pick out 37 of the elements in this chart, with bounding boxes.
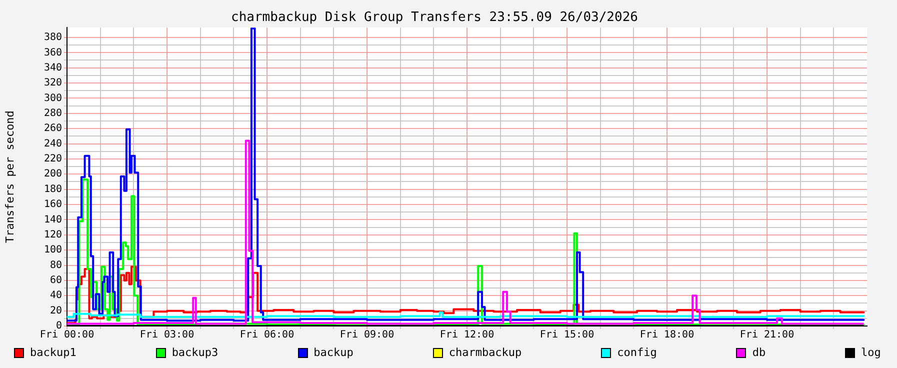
y-tick-label: 240 bbox=[44, 138, 62, 150]
x-tick-label: Fri 21:00 bbox=[740, 330, 794, 341]
y-tick-label: 60 bbox=[50, 275, 62, 286]
legend-label: log bbox=[861, 346, 881, 359]
y-tick-label: 0 bbox=[56, 320, 62, 332]
y-tick-label: 360 bbox=[44, 47, 62, 58]
y-tick-label: 300 bbox=[44, 92, 62, 104]
y-tick-label: 340 bbox=[44, 62, 62, 74]
legend-label: charmbackup bbox=[448, 346, 522, 359]
legend-label: config bbox=[617, 346, 657, 359]
x-tick-label: Fri 18:00 bbox=[640, 330, 694, 341]
y-tick-label: 140 bbox=[44, 214, 62, 226]
y-tick-label: 40 bbox=[50, 290, 62, 302]
y-tick-label: 20 bbox=[50, 305, 62, 316]
y-tick-label: 100 bbox=[44, 244, 62, 256]
legend-label: db bbox=[752, 346, 766, 359]
y-tick-label: 220 bbox=[44, 154, 62, 165]
chart-title: charmbackup Disk Group Transfers 23:55.09 26/03/2026 bbox=[231, 10, 638, 26]
y-tick-label: 280 bbox=[44, 108, 62, 119]
x-tick-label: Fri 09:00 bbox=[340, 330, 394, 341]
x-tick-label: Fri 00:00 bbox=[40, 330, 94, 341]
y-tick-label: 260 bbox=[44, 123, 62, 134]
y-tick-label: 320 bbox=[44, 78, 62, 89]
y-tick-label: 380 bbox=[44, 32, 62, 44]
y-tick-label: 200 bbox=[44, 168, 62, 180]
x-tick-label: Fri 03:00 bbox=[140, 330, 194, 341]
y-tick-label: 80 bbox=[50, 260, 62, 271]
x-tick-label: Fri 12:00 bbox=[440, 330, 494, 341]
y-tick-label: 120 bbox=[44, 229, 62, 240]
y-axis-title: Transfers per second bbox=[3, 110, 16, 244]
legend-label: backup1 bbox=[30, 346, 76, 359]
legend-label: backup bbox=[314, 346, 354, 359]
y-tick-label: 180 bbox=[44, 184, 62, 195]
y-tick-label: 160 bbox=[44, 199, 62, 210]
x-tick-label: Fri 15:00 bbox=[540, 330, 594, 341]
x-tick-label: Fri 06:00 bbox=[240, 330, 294, 341]
legend-label: backup3 bbox=[172, 346, 218, 359]
